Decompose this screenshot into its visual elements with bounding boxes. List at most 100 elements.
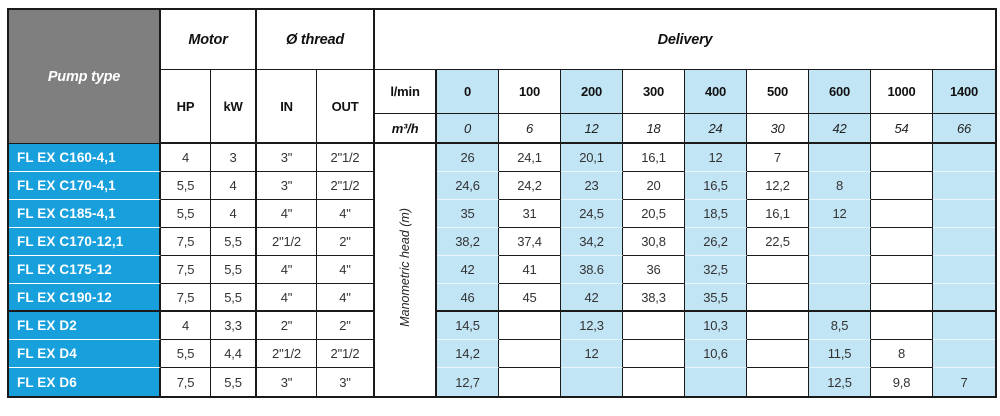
delivery-value-cell: 20 (623, 172, 686, 200)
pump-name-cell: FL EX D6 (9, 368, 161, 396)
delivery-value-cell: 20,1 (561, 144, 624, 172)
m3h-value-66: 66 (933, 114, 996, 144)
delivery-value-cell (623, 340, 686, 368)
thread-out-cell: 2"1/2 (317, 340, 376, 368)
delivery-value-cell: 37,4 (499, 228, 562, 256)
manometric-head-cell: Manometric head (m) (375, 144, 438, 396)
delivery-value-cell: 42 (437, 256, 500, 284)
delivery-value-cell: 35,5 (685, 284, 748, 312)
delivery-value-cell (747, 368, 810, 396)
delivery-value-cell: 16,5 (685, 172, 748, 200)
delivery-value-cell (809, 228, 872, 256)
pump-row: FL EX C160-4,1 4 3 3" 2"1/2 Manometric head (… (9, 144, 996, 396)
thread-out-cell: 3" (317, 368, 376, 396)
pump-row: FL EX C190-12 7,5 5,5 4" 4" 46 45 42 38,3 35,5 (9, 284, 996, 312)
delivery-value-cell: 22,5 (747, 228, 810, 256)
delivery-value-cell: 10,6 (685, 340, 748, 368)
delivery-value-cell (871, 228, 934, 256)
m3h-value-24: 24 (685, 114, 748, 144)
delivery-value-cell (933, 200, 996, 228)
delivery-value-cell: 12 (561, 340, 624, 368)
delivery-value-cell: 45 (499, 284, 562, 312)
delivery-value-cell: 36 (623, 256, 686, 284)
delivery-value-cell: 16,1 (623, 144, 686, 172)
m3h-value-6: 6 (499, 114, 562, 144)
out-header: OUT (317, 70, 376, 144)
pump-spec-table: Pump type Motor Ø thread Delivery HP kW … (7, 8, 998, 398)
pump-name-cell: FL EX C170-4,1 (9, 172, 161, 200)
delivery-value-cell (871, 256, 934, 284)
pump-row: FL EX D2 4 3,3 2" 2" 14,5 12,3 10,3 8,5 (9, 312, 996, 340)
m3h-value-18: 18 (623, 114, 686, 144)
delivery-value-cell (623, 368, 686, 396)
m3h-unit-label: m³/h (375, 114, 438, 144)
pump-row: FL EX C170-12,1 7,5 5,5 2"1/2 2" 38,2 37,4 34,2… (9, 228, 996, 256)
lmin-value-100: 100 (499, 70, 562, 114)
thread-in-cell: 4" (257, 256, 318, 284)
thread-in-cell: 3" (257, 368, 318, 396)
delivery-value-cell: 12 (685, 144, 748, 172)
delivery-value-cell: 20,5 (623, 200, 686, 228)
thread-out-cell: 2" (317, 228, 376, 256)
lmin-value-1000: 1000 (871, 70, 934, 114)
delivery-value-cell: 16,1 (747, 200, 810, 228)
thread-out-cell: 4" (317, 256, 376, 284)
thread-in-cell: 2"1/2 (257, 228, 318, 256)
header-m3h-row: m³/h 0 6 12 18 24 30 42 54 66 (9, 114, 996, 144)
delivery-value-cell: 8 (871, 340, 934, 368)
delivery-value-cell: 10,3 (685, 312, 748, 340)
delivery-value-cell: 34,2 (561, 228, 624, 256)
hp-cell: 7,5 (161, 368, 211, 396)
delivery-value-cell (871, 172, 934, 200)
delivery-value-cell (747, 340, 810, 368)
delivery-value-cell (933, 172, 996, 200)
hp-header: HP (161, 70, 211, 144)
hp-cell: 5,5 (161, 172, 211, 200)
lmin-value-200: 200 (561, 70, 624, 114)
delivery-value-cell: 18,5 (685, 200, 748, 228)
in-header: IN (257, 70, 318, 144)
hp-cell: 5,5 (161, 200, 211, 228)
lmin-unit-label: l/min (375, 70, 438, 114)
delivery-value-cell (623, 312, 686, 340)
delivery-value-cell: 7 (933, 368, 996, 396)
delivery-value-cell (747, 284, 810, 312)
delivery-value-cell: 30,8 (623, 228, 686, 256)
pump-name-cell: FL EX C190-12 (9, 284, 161, 312)
delivery-value-cell: 7 (747, 144, 810, 172)
thread-in-cell: 4" (257, 284, 318, 312)
delivery-value-cell (685, 368, 748, 396)
delivery-value-cell (809, 284, 872, 312)
pump-row: FL EX D4 5,5 4,4 2"1/2 2"1/2 14,2 12 10,6 11,5 8 (9, 340, 996, 368)
delivery-value-cell (561, 368, 624, 396)
delivery-value-cell (933, 144, 996, 172)
hp-cell: 7,5 (161, 256, 211, 284)
delivery-value-cell: 42 (561, 284, 624, 312)
delivery-value-cell: 8,5 (809, 312, 872, 340)
delivery-value-cell: 8 (809, 172, 872, 200)
delivery-value-cell: 24,2 (499, 172, 562, 200)
delivery-value-cell: 35 (437, 200, 500, 228)
thread-in-cell: 2" (257, 312, 318, 340)
delivery-value-cell: 24,1 (499, 144, 562, 172)
pump-name-cell: FL EX C170-12,1 (9, 228, 161, 256)
kw-cell: 4 (211, 172, 258, 200)
delivery-value-cell (499, 312, 562, 340)
kw-header: kW (211, 70, 258, 144)
pump-name-cell: FL EX D4 (9, 340, 161, 368)
pump-name-cell: FL EX C175-12 (9, 256, 161, 284)
motor-header: Motor (161, 10, 258, 70)
delivery-value-cell: 46 (437, 284, 500, 312)
header-units-row: HP kW IN OUT l/min 0 100 200 300 400 500 600 10… (9, 70, 996, 144)
kw-cell: 5,5 (211, 256, 258, 284)
pump-name-cell: FL EX C185-4,1 (9, 200, 161, 228)
header-group-row: Pump type Motor Ø thread Delivery (9, 10, 996, 144)
delivery-header: Delivery (375, 10, 996, 70)
hp-cell: 7,5 (161, 284, 211, 312)
delivery-value-cell (871, 284, 934, 312)
hp-cell: 7,5 (161, 228, 211, 256)
delivery-value-cell: 26 (437, 144, 500, 172)
kw-cell: 5,5 (211, 368, 258, 396)
delivery-value-cell (747, 312, 810, 340)
